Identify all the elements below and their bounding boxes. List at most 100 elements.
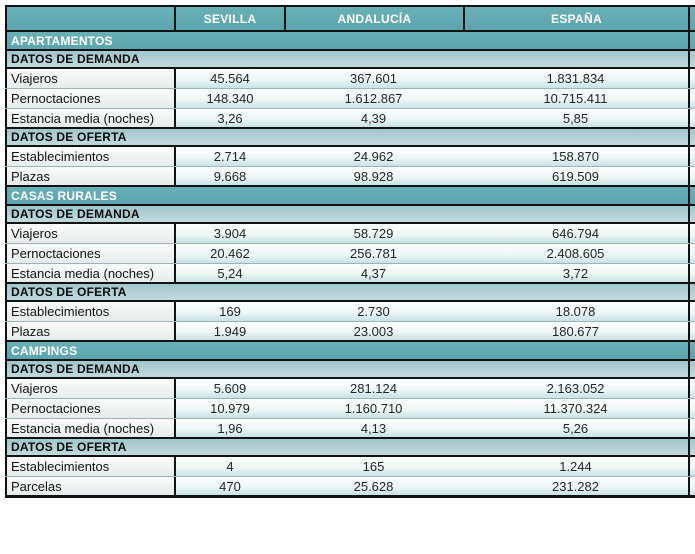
row-label-cell: Viajeros — [7, 224, 176, 243]
table-edge-sliver — [690, 439, 695, 455]
table-row-establecimientos: Establecimientos 4 165 1.244 — [5, 457, 695, 477]
table-edge-sliver — [690, 244, 695, 263]
value-cell-andaluc-a: 281.124 — [284, 379, 463, 398]
table-edge-sliver — [690, 379, 695, 398]
subheader-title: DATOS DE DEMANDA — [7, 51, 688, 67]
table-border-line — [688, 419, 690, 437]
value-cell-espa-a: 18.078 — [463, 302, 688, 321]
subheader-row-datos-de-demanda: DATOS DE DEMANDA — [5, 51, 695, 69]
table-edge-sliver — [690, 457, 695, 476]
value-cell-sevilla: 20.462 — [176, 244, 284, 263]
section-title: APARTAMENTOS — [7, 32, 688, 49]
table-edge-sliver — [690, 302, 695, 321]
table-border-line — [688, 244, 690, 263]
table-border-line — [5, 284, 7, 300]
table-border-line — [5, 89, 7, 108]
value-cell-sevilla: 1,96 — [176, 419, 284, 437]
subheader-title: DATOS DE OFERTA — [7, 284, 688, 300]
table-border-line — [5, 187, 7, 204]
table-border-line — [688, 379, 690, 398]
value-cell-sevilla: 1.949 — [176, 322, 284, 340]
row-label-cell: Plazas — [7, 322, 176, 340]
row-label-cell: Estancia media (noches) — [7, 419, 176, 437]
statistics-table: SEVILLA ANDALUCÍA ESPAÑA APARTAMENTOS DATOS … — [5, 5, 695, 498]
value-cell-espa-a: 646.794 — [463, 224, 688, 243]
table-edge-sliver — [690, 69, 695, 88]
table-row-viajeros: Viajeros 3.904 58.729 646.794 — [5, 224, 695, 244]
value-cell-espa-a: 3,72 — [463, 264, 688, 282]
value-cell-espa-a: 1.244 — [463, 457, 688, 476]
table-border-line — [5, 399, 7, 418]
table-edge-sliver — [690, 206, 695, 222]
row-label-cell: Parcelas — [7, 477, 176, 495]
table-border-line — [688, 439, 690, 455]
table-row-plazas: Plazas 1.949 23.003 180.677 — [5, 322, 695, 342]
table-border-line — [5, 206, 7, 222]
table-border-line — [688, 399, 690, 418]
table-border-line — [5, 419, 7, 437]
value-cell-espa-a: 158.870 — [463, 147, 688, 166]
table-border-line — [688, 206, 690, 222]
table-row-pernoctaciones: Pernoctaciones 20.462 256.781 2.408.605 — [5, 244, 695, 264]
table-edge-sliver — [690, 224, 695, 243]
value-cell-andaluc-a: 4,13 — [284, 419, 463, 437]
table-row-viajeros: Viajeros 5.609 281.124 2.163.052 — [5, 379, 695, 399]
subheader-row-datos-de-oferta: DATOS DE OFERTA — [5, 129, 695, 147]
table-row-pernoctaciones: Pernoctaciones 148.340 1.612.867 10.715.411 — [5, 89, 695, 109]
section-title: CAMPINGS — [7, 342, 688, 359]
row-label-cell: Establecimientos — [7, 147, 176, 166]
table-row-plazas: Plazas 9.668 98.928 619.509 — [5, 167, 695, 187]
section-row-campings: CAMPINGS — [5, 342, 695, 361]
table-edge-sliver — [690, 32, 695, 49]
value-cell-andaluc-a: 4,39 — [284, 109, 463, 127]
value-cell-andaluc-a: 4,37 — [284, 264, 463, 282]
row-label-cell: Pernoctaciones — [7, 89, 176, 108]
table-row-establecimientos: Establecimientos 2.714 24.962 158.870 — [5, 147, 695, 167]
table-border-line — [5, 264, 7, 282]
value-cell-andaluc-a: 98.928 — [284, 167, 463, 185]
row-label-cell: Plazas — [7, 167, 176, 185]
table-border-line — [688, 322, 690, 340]
value-cell-andaluc-a: 165 — [284, 457, 463, 476]
row-label-cell: Viajeros — [7, 69, 176, 88]
table-border-line — [5, 302, 7, 321]
table-border-line — [5, 322, 7, 340]
table-border-line — [5, 244, 7, 263]
row-label-cell: Establecimientos — [7, 457, 176, 476]
subheader-row-datos-de-oferta: DATOS DE OFERTA — [5, 284, 695, 302]
row-label-cell: Establecimientos — [7, 302, 176, 321]
table-border-line — [5, 477, 7, 495]
table-border-line — [688, 302, 690, 321]
value-cell-andaluc-a: 23.003 — [284, 322, 463, 340]
table-top-border — [5, 5, 695, 7]
column-header-espa-a: ESPAÑA — [463, 7, 688, 30]
column-header-row: SEVILLA ANDALUCÍA ESPAÑA — [5, 7, 695, 32]
table-border-line — [688, 187, 690, 204]
table-row-estancia-media-noches: Estancia media (noches) 5,24 4,37 3,72 — [5, 264, 695, 284]
section-row-apartamentos: APARTAMENTOS — [5, 32, 695, 51]
corner-header-cell — [7, 7, 176, 30]
table-border-line — [688, 32, 690, 49]
value-cell-sevilla: 470 — [176, 477, 284, 495]
table-edge-sliver — [690, 322, 695, 340]
row-label-cell: Pernoctaciones — [7, 244, 176, 263]
subheader-title: DATOS DE OFERTA — [7, 439, 688, 455]
table-edge-sliver — [690, 284, 695, 300]
table-border-line — [688, 89, 690, 108]
value-cell-andaluc-a: 24.962 — [284, 147, 463, 166]
value-cell-andaluc-a: 2.730 — [284, 302, 463, 321]
table-edge-sliver — [690, 167, 695, 185]
table-border-line — [5, 224, 7, 243]
table-border-line — [688, 224, 690, 243]
table-border-line — [5, 129, 7, 145]
table-edge-sliver — [690, 399, 695, 418]
table-border-line — [5, 457, 7, 476]
subheader-title: DATOS DE DEMANDA — [7, 361, 688, 377]
table-edge-sliver — [690, 264, 695, 282]
table-edge-sliver — [690, 89, 695, 108]
row-label-cell: Pernoctaciones — [7, 399, 176, 418]
table-border-line — [688, 129, 690, 145]
table-border-line — [688, 109, 690, 127]
value-cell-espa-a: 231.282 — [463, 477, 688, 495]
value-cell-sevilla: 45.564 — [176, 69, 284, 88]
